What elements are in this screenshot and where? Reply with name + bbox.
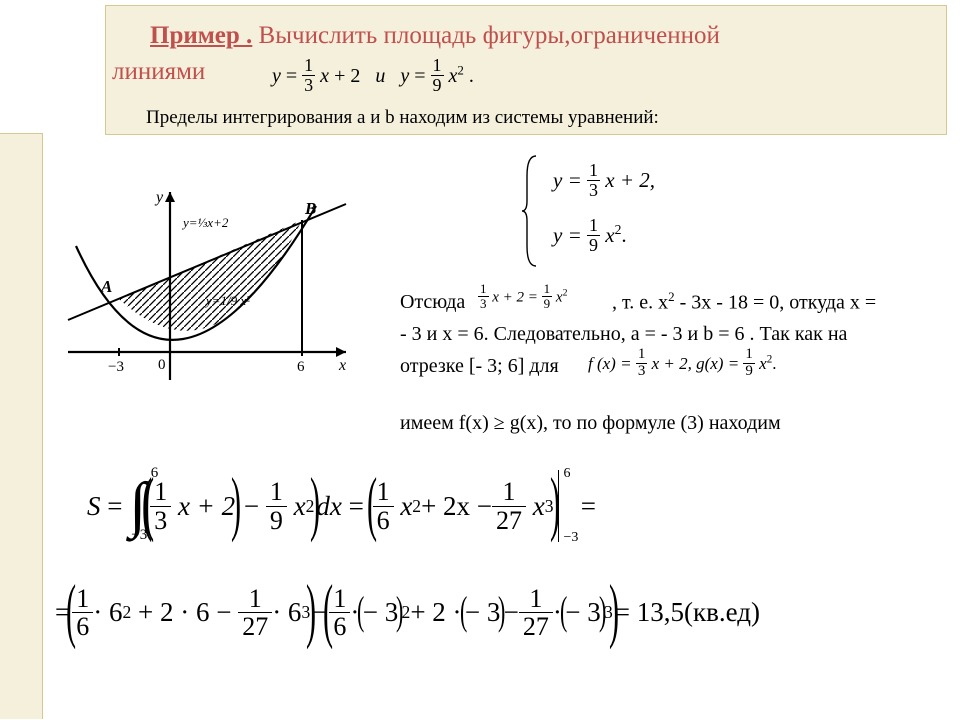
side-panel [0,133,43,719]
body-mid-eq: 13 x + 2 = 19 x2 [478,284,567,312]
evaluation-expression: = ( 16 · 62 + 2 · 6 − 127 · 63 ) − ( 16 … [55,585,760,641]
integral-expression: S = ∫6−3 ( ( 13 x + 2 ) − 19 x2 ) dx = (… [87,470,596,542]
svg-text:x: x [338,357,346,374]
graph: y x 0 −3 6 A B y=⅓x+2 y=1/9 x² [58,180,356,387]
svg-text:A: A [100,277,112,296]
title-line-2: линиями [112,58,205,86]
title-rest: Вычислить площадь фигуры,ограниченной [252,22,720,49]
body-p3: отрезке [- 3; 6] для [400,351,559,382]
svg-text:B: B [304,199,316,218]
header-equation: y = 13 x + 2 и y = 19 x2 . [272,58,474,97]
title-line-1: Пример . Вычислить площадь фигуры,ограни… [150,22,720,50]
system-eq-1: y = 13 x + 2, [553,163,655,202]
svg-text:y: y [154,189,164,206]
svg-text:0: 0 [158,357,166,373]
result: = 13,5(кв.ед) [615,597,760,628]
body-p4: имеем f(x) ≥ g(x), то по формуле (3) нах… [400,408,781,439]
system-brace [520,152,542,270]
svg-text:y=1/9 x²: y=1/9 x² [204,293,251,308]
svg-text:−3: −3 [108,359,124,375]
slide: Пример . Вычислить площадь фигуры,ограни… [0,0,960,720]
svg-text:6: 6 [297,359,305,375]
limits-text: Пределы интегрирования a и b находим из … [146,107,659,129]
body-p1b: , т. е. x2 - 3x - 18 = 0, откуда x = [612,287,876,319]
title-example: Пример . [150,22,252,49]
svg-text:y=⅓x+2: y=⅓x+2 [181,215,229,230]
fg-eq: f (x) = 13 x + 2, g(x) = 19 x2. [588,349,777,382]
system-eq-2: y = 19 x2. [553,218,627,257]
body-p1a: Отсюда [400,287,465,318]
body-p2: - 3 и x = 6. Следовательно, a = - 3 и b … [400,319,847,350]
